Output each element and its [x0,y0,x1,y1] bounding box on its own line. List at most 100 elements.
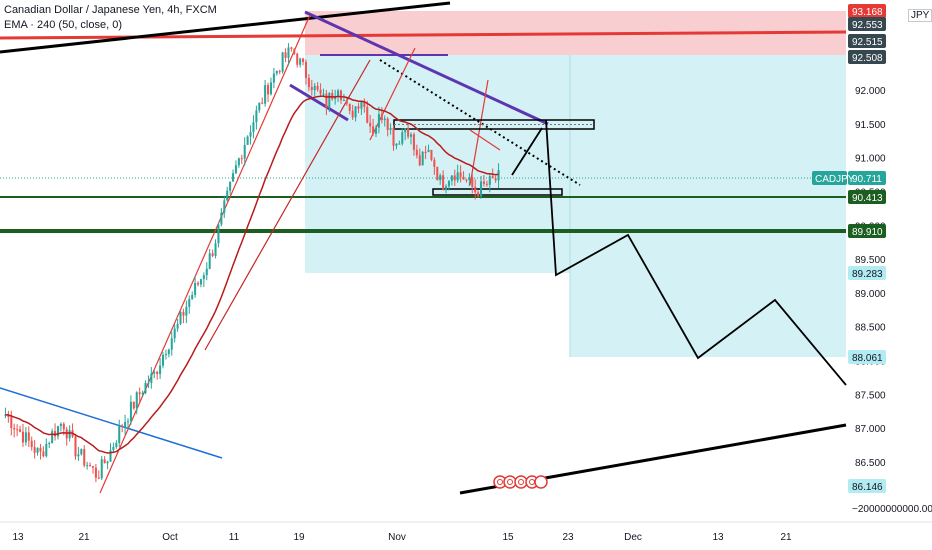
candle-body [51,431,54,444]
price-label-text: 92.515 [852,37,883,48]
price-label-text: 89.910 [852,227,883,238]
candle-body [386,118,389,130]
candle-body [153,371,156,374]
candle-body [220,212,223,225]
candle-body [445,186,448,190]
candle-body [74,436,77,457]
candle-body [197,283,200,285]
red-trend-5 [469,129,501,151]
candle-body [36,447,39,453]
candle-body [19,429,22,432]
candle-body [354,106,357,118]
candle-body [264,85,267,104]
candle-body [199,279,202,285]
candle-body [415,149,418,156]
candle-body [59,423,62,427]
candle-body [345,100,348,104]
candle-body [39,447,42,452]
candle-body [287,47,290,58]
candle-body [290,47,293,49]
candle-body [310,87,313,91]
projection-path-short [511,127,543,176]
candle-body [401,132,404,144]
upper-box-rectangle [393,119,595,130]
candle-body [348,103,351,111]
candle-body [491,176,494,179]
candle-body [24,432,27,443]
candle-body [272,73,275,83]
candle-body [299,58,302,65]
time-tick-label: Nov [388,532,406,543]
candle-body [138,392,141,395]
candle-body [83,449,86,466]
candle-body [372,126,375,134]
candle-body [453,175,456,181]
candle-body [91,466,95,468]
candle-body [471,177,474,188]
candle-body [284,52,287,58]
red-trend-1 [99,14,311,494]
candle-body [447,180,450,187]
candle-body [30,440,33,448]
price-label-box [848,266,886,280]
candle-body [89,465,92,467]
candle-body [430,149,433,160]
candle-body [293,48,296,54]
candle-body [226,190,229,201]
price-label-text: 92.553 [852,20,883,31]
candle-body [404,128,407,133]
candle-body [144,382,147,393]
candle-body [316,85,319,90]
projection-path [545,119,847,386]
ema-240-line [5,95,499,454]
candle-body [176,323,179,329]
currency-label: JPY [908,9,932,22]
candle-body [339,90,343,101]
candle-body [462,176,465,180]
candle-body [427,149,430,153]
candle-body [351,110,354,118]
candle-body [392,128,395,146]
red-trend-3 [369,47,416,141]
price-label-text: 89.283 [852,269,883,280]
time-tick-label: 21 [78,532,90,543]
candle-body [217,224,220,244]
candle-body [342,100,345,102]
candle-body [494,178,497,181]
candle-body [424,151,427,153]
candle-body [331,93,334,100]
candle-body [418,155,421,166]
candle-body [313,85,316,91]
candle-body [115,443,118,447]
candle-body [129,401,132,422]
candle-body [258,102,261,111]
candle-body [124,421,127,428]
candle-body [185,306,188,316]
candle-body [191,294,194,300]
candle-body [389,128,392,130]
candle-body [27,432,30,441]
candle-body [477,192,480,197]
time-tick-label: 19 [293,532,305,543]
time-axis[interactable]: 13 21 Oct 11 19 Nov 15 23 Dec 13 21 [12,532,792,543]
candle-body [328,93,331,108]
candle-body [374,127,378,134]
price-label-text: 93.168 [852,7,883,18]
candlestick-series [4,43,500,483]
time-tick-label: 23 [562,532,574,543]
candle-body [278,70,281,72]
price-axis[interactable]: 92.00091.50091.00090.50090.00089.50089.0… [852,86,932,515]
time-tick-label: 13 [712,532,724,543]
candle-body [366,106,369,123]
candle-body [33,447,36,453]
cyan-zone-right [570,55,846,357]
chart-title: Canadian Dollar / Japanese Yen, 4h, FXCM [4,4,217,16]
price-label-box [848,50,886,64]
time-tick-label: Dec [624,532,642,543]
candle-body [170,338,173,350]
candle-body [7,414,10,418]
candle-body [255,110,258,123]
candle-body [77,454,80,457]
candle-body [488,176,491,185]
